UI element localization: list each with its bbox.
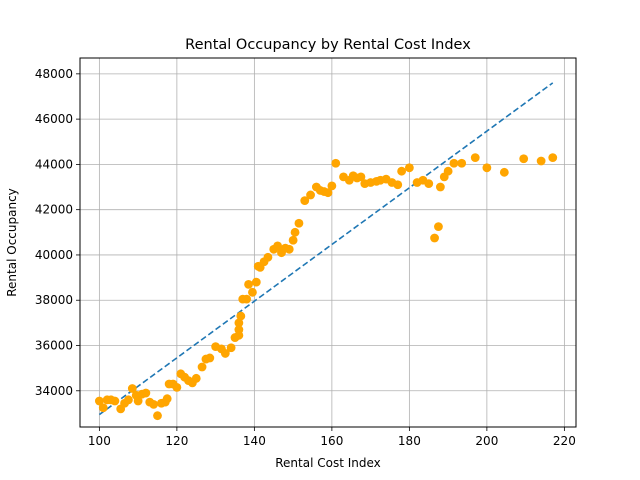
data-point — [251, 277, 261, 287]
data-point — [234, 325, 244, 335]
data-point — [397, 166, 407, 176]
data-point — [300, 196, 310, 206]
data-point — [162, 394, 172, 404]
data-point — [424, 179, 434, 189]
y-tick-label: 38000 — [35, 293, 73, 307]
data-point — [430, 233, 439, 243]
data-point — [110, 396, 120, 406]
data-point — [133, 396, 143, 406]
x-tick-label: 160 — [320, 434, 343, 448]
data-point — [234, 318, 244, 328]
data-point — [172, 382, 182, 392]
data-point — [284, 244, 294, 254]
data-point — [470, 153, 480, 163]
data-point — [127, 384, 137, 393]
data-point — [242, 294, 252, 304]
y-axis-label: Rental Occupancy — [5, 188, 19, 297]
y-tick-label: 34000 — [35, 384, 73, 398]
y-tick-label: 44000 — [35, 157, 73, 171]
data-point — [153, 411, 162, 421]
data-point — [191, 373, 201, 383]
x-tick-label: 200 — [475, 434, 498, 448]
data-point — [327, 181, 337, 191]
data-point — [548, 153, 558, 163]
data-point — [457, 158, 467, 168]
data-point — [244, 279, 253, 289]
data-points — [94, 153, 558, 421]
data-point — [288, 235, 298, 245]
data-point — [434, 222, 443, 232]
y-tick-label: 46000 — [35, 112, 73, 126]
chart-title: Rental Occupancy by Rental Cost Index — [185, 37, 471, 53]
data-point — [323, 188, 333, 198]
data-point — [141, 388, 151, 398]
data-point — [273, 241, 283, 251]
data-point — [226, 343, 236, 353]
data-point — [205, 353, 215, 363]
plot-frame — [79, 57, 577, 428]
x-tick-label: 180 — [398, 434, 421, 448]
data-point — [220, 349, 230, 358]
y-tick-label: 42000 — [35, 203, 73, 217]
data-point — [449, 158, 459, 168]
x-tick-label: 100 — [88, 434, 111, 448]
data-point — [519, 154, 529, 164]
data-point — [536, 156, 546, 166]
data-point — [404, 163, 414, 173]
data-point — [124, 395, 133, 405]
x-tick-label: 220 — [553, 434, 576, 448]
data-point — [393, 180, 403, 190]
data-point — [236, 311, 246, 321]
data-point — [263, 252, 273, 262]
data-point — [294, 218, 304, 228]
data-point — [248, 287, 257, 297]
data-point — [331, 158, 341, 168]
trend-line — [98, 82, 554, 416]
y-tick-label: 48000 — [35, 67, 73, 81]
y-tick-label: 40000 — [35, 248, 73, 262]
grid — [80, 58, 576, 427]
data-point — [443, 166, 453, 176]
y-tick-label: 36000 — [35, 339, 73, 353]
y-axis: 34000 36000 38000 40000 42000 44000 46000 48000 — [35, 67, 80, 398]
plot-area — [80, 58, 576, 427]
x-axis-label: Rental Cost Index — [275, 456, 381, 470]
data-point — [197, 362, 207, 372]
data-point — [499, 167, 509, 177]
x-axis: 100 120 140 160 180 200 220 — [88, 427, 576, 448]
trend-line-group — [98, 82, 554, 416]
data-point — [356, 172, 366, 182]
x-tick-label: 120 — [165, 434, 188, 448]
data-point — [482, 163, 492, 173]
data-point — [149, 399, 159, 409]
data-point — [435, 182, 445, 192]
data-point — [290, 227, 300, 237]
data-point — [306, 190, 315, 200]
x-tick-label: 140 — [243, 434, 266, 448]
data-point — [94, 396, 104, 406]
data-point — [98, 403, 108, 413]
